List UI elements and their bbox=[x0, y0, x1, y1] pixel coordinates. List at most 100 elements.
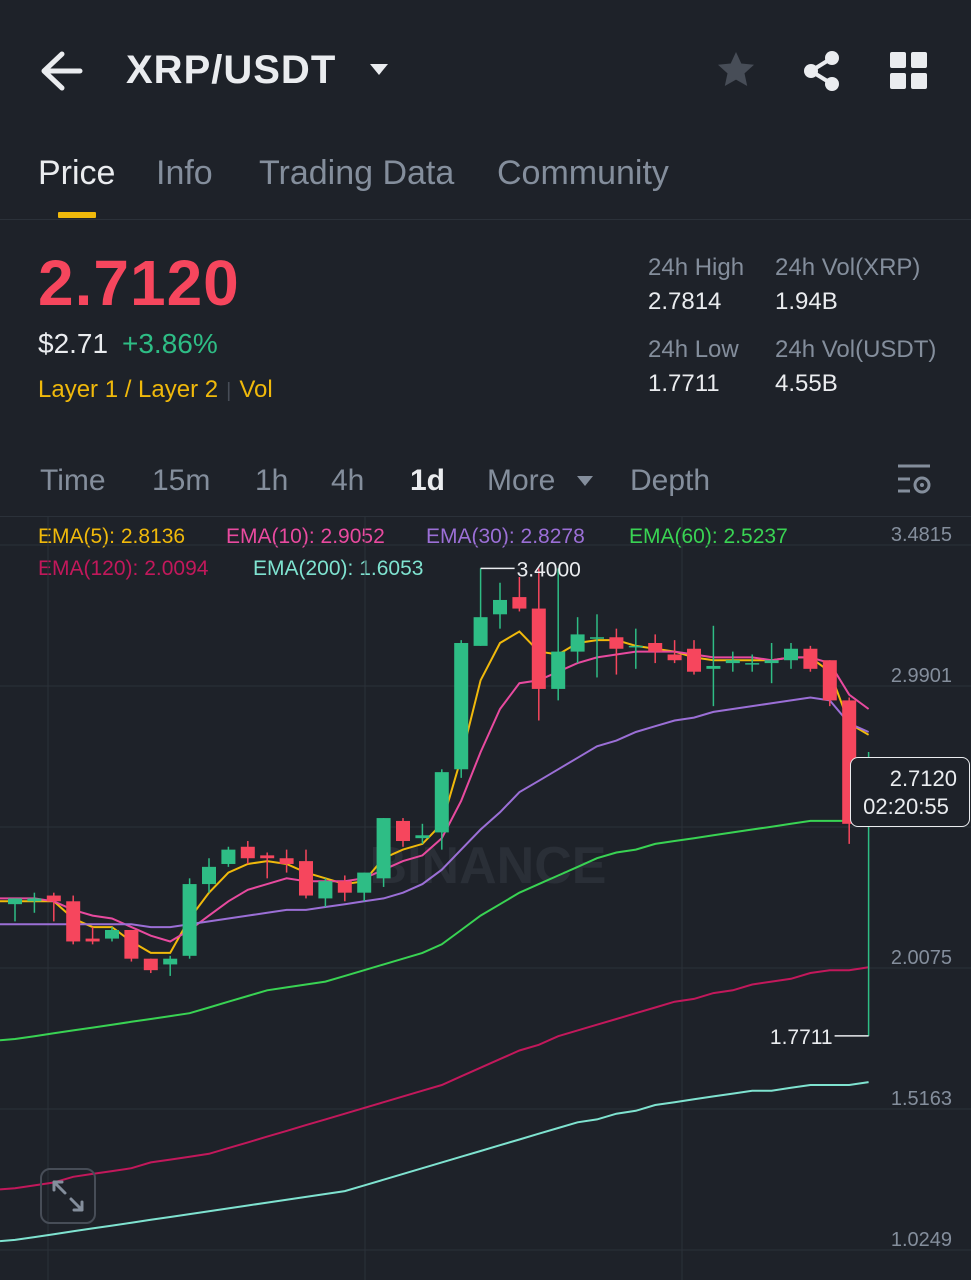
tags: Layer 1 / Layer 2 | Vol bbox=[38, 376, 273, 404]
candle-body bbox=[163, 958, 178, 965]
candle-body bbox=[454, 643, 469, 770]
tab-trading-data[interactable]: Trading Data bbox=[259, 154, 455, 192]
candle-body bbox=[434, 772, 449, 833]
candle-body bbox=[745, 663, 760, 665]
candle-body bbox=[822, 660, 837, 701]
divider bbox=[0, 516, 971, 517]
candle-body bbox=[551, 651, 566, 689]
current-price-box: 2.7120 02:20:55 bbox=[850, 757, 970, 827]
candle-body bbox=[85, 938, 100, 942]
ema-lines bbox=[0, 630, 870, 1243]
stat-high-value: 2.7814 bbox=[648, 288, 722, 315]
stat-high-label: 24h High bbox=[648, 254, 745, 281]
candle-body bbox=[143, 958, 158, 971]
caret-down-icon[interactable] bbox=[368, 60, 390, 80]
expand-icon[interactable] bbox=[40, 1168, 96, 1224]
ema-5-label: EMA(5): 2.8136 bbox=[38, 525, 186, 548]
y-tick-label: 1.0249 bbox=[891, 1229, 952, 1251]
ema-line-ema200 bbox=[0, 1081, 869, 1243]
tab-community[interactable]: Community bbox=[497, 154, 669, 192]
y-tick-label: 3.4815 bbox=[891, 524, 952, 546]
stat-volusdt-label: 24h Vol(USDT) bbox=[775, 336, 937, 363]
candle-body bbox=[46, 895, 61, 902]
candle-body bbox=[570, 634, 585, 652]
ema-120-label: EMA(120): 2.0094 bbox=[38, 557, 209, 580]
candle-body bbox=[66, 901, 81, 942]
tab-price[interactable]: Price bbox=[38, 154, 116, 192]
interval-1h[interactable]: 1h bbox=[255, 464, 289, 497]
candle-body bbox=[279, 858, 294, 864]
candle-body bbox=[240, 846, 255, 859]
high-mark-label: 3.4000 bbox=[517, 558, 581, 581]
interval-depth[interactable]: Depth bbox=[630, 464, 711, 497]
y-tick-label: 2.9901 bbox=[891, 665, 952, 687]
candle-body bbox=[396, 820, 410, 842]
ema-line-ema10 bbox=[0, 650, 870, 943]
ema-line-ema60 bbox=[0, 819, 869, 1042]
candles bbox=[8, 568, 876, 1037]
candle-body bbox=[609, 637, 624, 649]
candle-body bbox=[784, 648, 798, 661]
candle-body bbox=[124, 929, 139, 959]
interval-more[interactable]: More bbox=[487, 464, 556, 497]
candle-body bbox=[357, 872, 372, 893]
ema-line-ema5 bbox=[0, 630, 870, 954]
ema-30-label: EMA(30): 2.8278 bbox=[426, 525, 585, 548]
interval-time[interactable]: Time bbox=[40, 464, 106, 497]
candle-body bbox=[8, 898, 22, 905]
ema-60-label: EMA(60): 2.5237 bbox=[629, 525, 788, 548]
stat-low-value: 1.7711 bbox=[648, 370, 720, 397]
low-mark-label: 1.7711 bbox=[770, 1026, 833, 1049]
tag-vol[interactable]: Vol bbox=[239, 376, 273, 403]
candle-countdown: 02:20:55 bbox=[863, 794, 949, 819]
candle-body bbox=[221, 849, 236, 864]
y-tick-label: 1.5163 bbox=[891, 1088, 952, 1110]
interval-1d[interactable]: 1d bbox=[410, 464, 446, 497]
candle-body bbox=[202, 866, 216, 885]
caret-down-icon[interactable] bbox=[576, 474, 594, 488]
current-price-label: 2.7120 bbox=[889, 766, 957, 791]
ema-line-ema30 bbox=[0, 696, 870, 929]
grid-icon[interactable] bbox=[890, 52, 928, 90]
candle-body bbox=[648, 643, 663, 652]
share-icon[interactable] bbox=[802, 50, 842, 92]
tab-info[interactable]: Info bbox=[156, 154, 213, 192]
candle-body bbox=[299, 861, 313, 896]
ema-10-label: EMA(10): 2.9052 bbox=[226, 525, 385, 548]
candle-body bbox=[803, 648, 818, 669]
candle-body bbox=[512, 597, 527, 609]
candle-body bbox=[628, 645, 643, 648]
tag-separator: | bbox=[226, 380, 232, 402]
active-tab-indicator bbox=[58, 212, 96, 218]
price-change-percent: +3.86% bbox=[122, 328, 218, 359]
pair-title[interactable]: XRP/USDT bbox=[126, 48, 337, 92]
candle-body bbox=[687, 648, 701, 672]
last-price: 2.7120 bbox=[38, 247, 240, 319]
candle-body bbox=[182, 884, 197, 956]
candle-body bbox=[725, 660, 740, 664]
interval-4h[interactable]: 4h bbox=[331, 464, 365, 497]
candle-body bbox=[590, 637, 604, 639]
chart-settings-icon[interactable] bbox=[896, 462, 934, 498]
candle-body bbox=[493, 599, 507, 615]
y-tick-label: 2.0075 bbox=[891, 947, 952, 969]
candle-body bbox=[415, 835, 430, 839]
binance-watermark: BINANCE bbox=[370, 837, 607, 895]
candle-body bbox=[764, 660, 779, 664]
star-icon[interactable] bbox=[716, 50, 756, 90]
tag-layer[interactable]: Layer 1 / Layer 2 bbox=[38, 376, 219, 403]
stat-volxrp-value: 1.94B bbox=[775, 288, 838, 315]
candle-body bbox=[260, 855, 275, 859]
candle-body bbox=[376, 818, 391, 879]
usd-price: $2.71 bbox=[38, 328, 109, 359]
back-arrow-icon[interactable] bbox=[38, 48, 88, 94]
ema-200-label: EMA(200): 1.6053 bbox=[253, 557, 424, 580]
interval-15m[interactable]: 15m bbox=[152, 464, 211, 497]
candle-body bbox=[105, 929, 119, 939]
candle-body bbox=[706, 665, 721, 669]
candlestick-chart[interactable]: BINANCE 3.48152.99012.49882.00751.51631.… bbox=[0, 517, 971, 1280]
divider bbox=[0, 219, 971, 220]
candle-body bbox=[667, 654, 682, 661]
candle-body bbox=[318, 881, 333, 899]
